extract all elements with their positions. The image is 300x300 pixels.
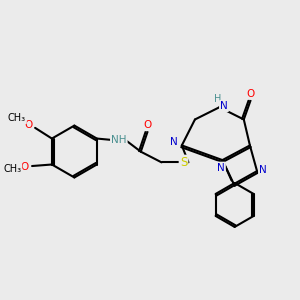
- Text: NH: NH: [111, 135, 127, 145]
- Text: N: N: [259, 165, 267, 175]
- Text: N: N: [217, 163, 225, 173]
- Text: CH₃: CH₃: [3, 164, 21, 174]
- Text: N: N: [170, 137, 178, 147]
- Text: O: O: [20, 162, 28, 172]
- Text: S: S: [180, 156, 187, 169]
- Text: O: O: [24, 120, 32, 130]
- Text: O: O: [143, 120, 152, 130]
- Text: CH₃: CH₃: [8, 113, 26, 123]
- Text: N: N: [220, 101, 228, 111]
- Text: O: O: [246, 89, 255, 99]
- Text: H: H: [214, 94, 221, 104]
